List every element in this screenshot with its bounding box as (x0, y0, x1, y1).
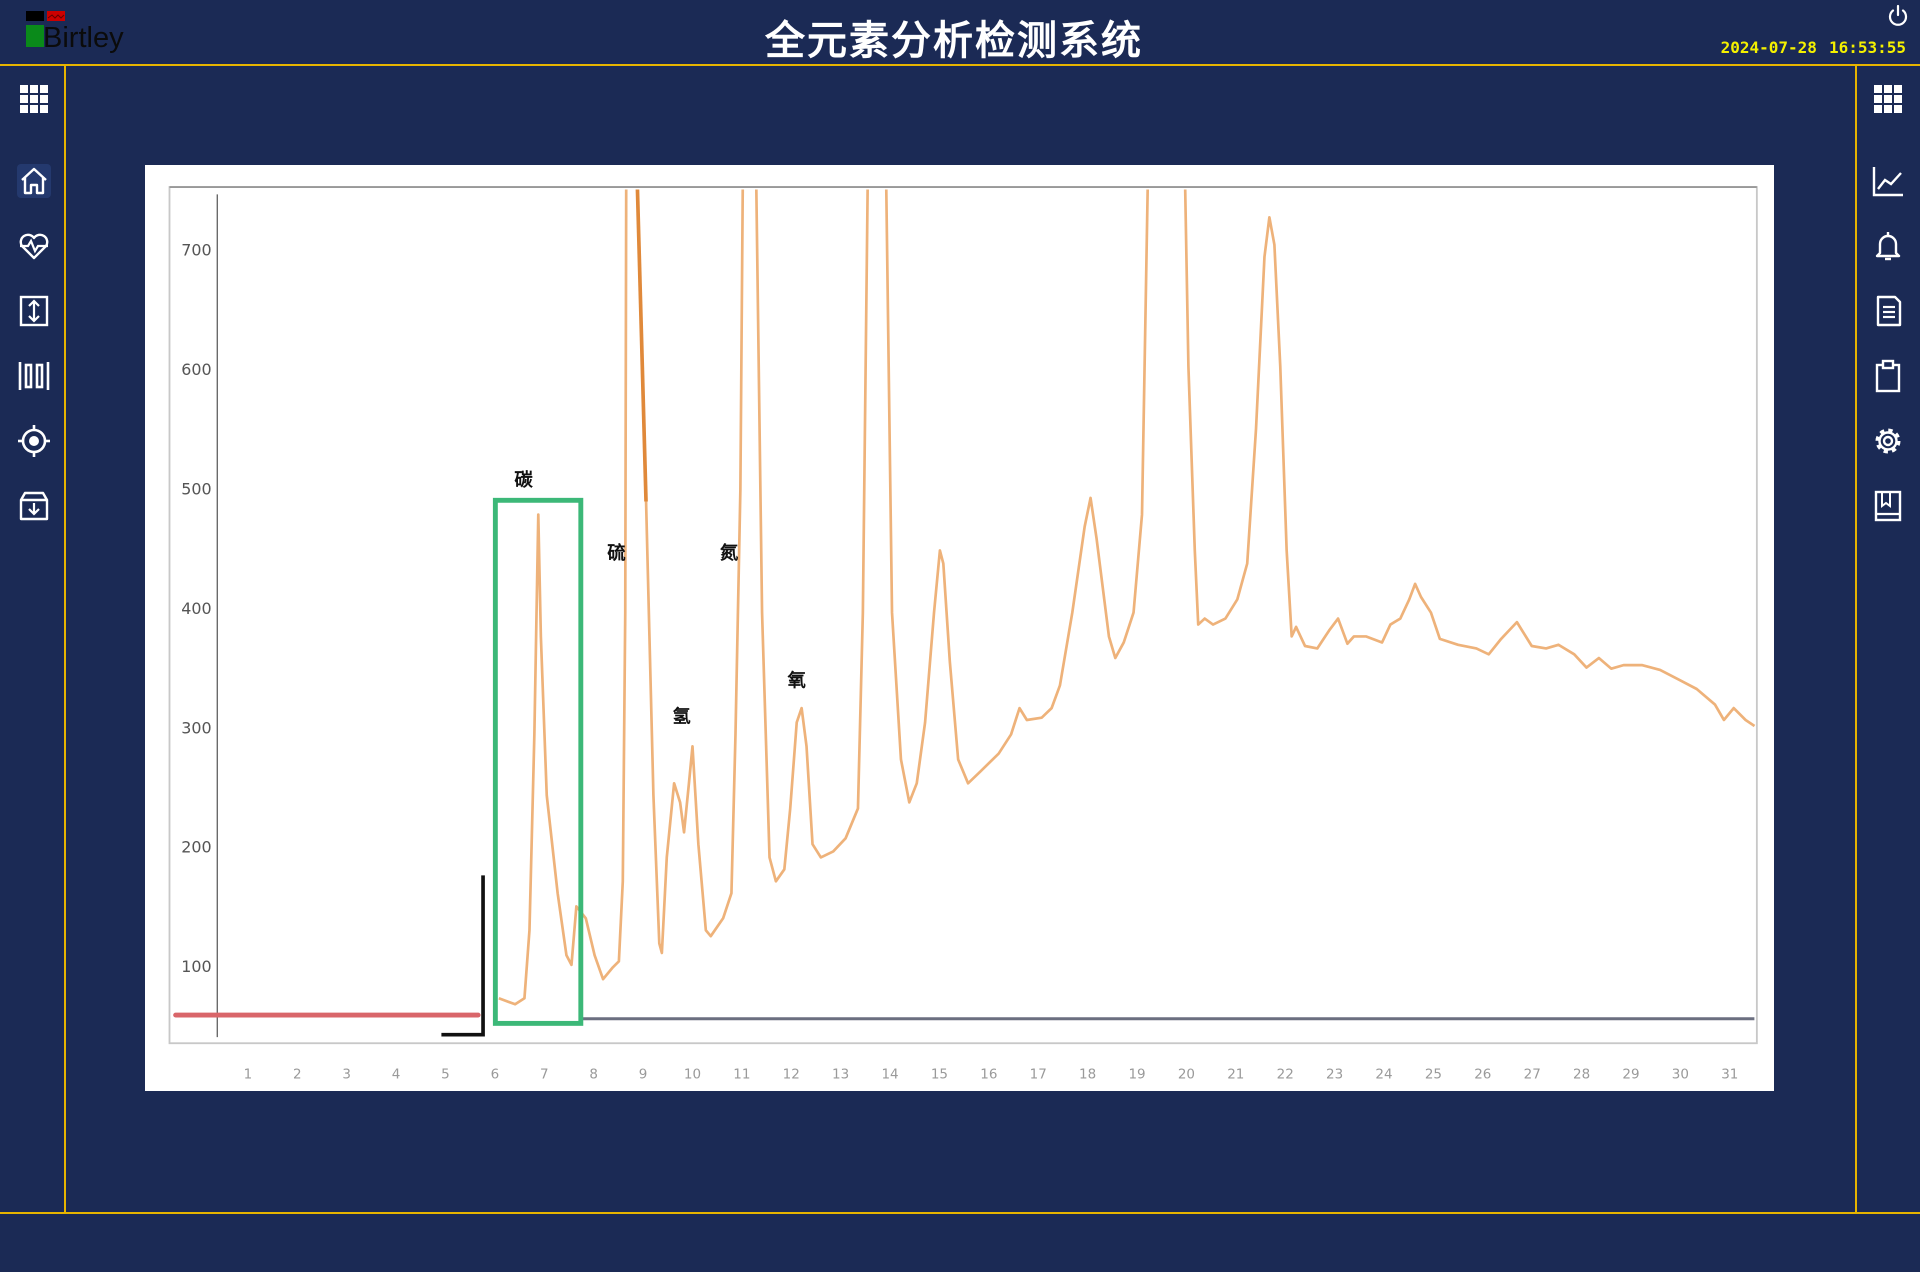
x-tick-label: 2 (293, 1067, 302, 1083)
x-tick-label: 9 (639, 1067, 648, 1083)
x-tick-label: 20 (1178, 1067, 1195, 1083)
x-tick-label: 24 (1375, 1067, 1392, 1083)
archive-download-icon[interactable] (17, 489, 51, 523)
x-tick-label: 30 (1672, 1067, 1689, 1083)
book-icon[interactable] (1871, 489, 1905, 523)
home-icon[interactable] (17, 164, 51, 198)
barcode-icon[interactable] (17, 359, 51, 393)
grid-menu-icon[interactable] (17, 82, 51, 116)
x-tick-label: 12 (783, 1067, 800, 1083)
carbon-highlight-box[interactable] (492, 497, 584, 1026)
vertical-arrows-icon[interactable] (17, 294, 51, 328)
x-tick-label: 15 (931, 1067, 948, 1083)
bell-icon[interactable] (1871, 229, 1905, 263)
sulfur-peak-tail (635, 189, 648, 502)
line-chart-icon[interactable] (1871, 164, 1905, 198)
x-tick-label: 23 (1326, 1067, 1343, 1083)
header: Birtley 全元素分析检测系统 2024-07-28 16:53:55 (0, 0, 1920, 66)
y-tick-label: 500 (181, 479, 211, 498)
x-tick-label: 27 (1524, 1067, 1541, 1083)
x-tick-label: 21 (1227, 1067, 1244, 1083)
x-tick-label: 16 (980, 1067, 997, 1083)
y-tick-label: 400 (181, 599, 211, 618)
x-tick-label: 17 (1030, 1067, 1047, 1083)
time-text: 16:53:55 (1828, 38, 1906, 57)
plot-frame (168, 186, 1758, 1045)
x-tick-label: 31 (1721, 1067, 1738, 1083)
x-tick-label: 10 (684, 1067, 701, 1083)
x-tick-label: 18 (1079, 1067, 1096, 1083)
peak-label: 氢 (672, 705, 691, 727)
chromatogram-trace (498, 189, 1756, 1006)
injection-marker (441, 875, 485, 1037)
footer-divider (0, 1212, 1920, 1214)
x-tick-label: 7 (540, 1067, 549, 1083)
x-tick-label: 3 (342, 1067, 351, 1083)
x-tick-label: 1 (244, 1067, 253, 1083)
chromatogram-panel: 100 200 300 400 500 600 700 1 2 3 4 5 6 7 8 9 10 11 12 13 1… (145, 165, 1774, 1091)
peak-label: 碳 (514, 469, 533, 491)
gear-icon[interactable] (1871, 424, 1905, 458)
grid-menu-icon[interactable] (1871, 82, 1905, 116)
power-icon[interactable] (1886, 4, 1910, 28)
document-icon[interactable] (1871, 294, 1905, 328)
x-tick-label: 11 (733, 1067, 750, 1083)
x-tick-label: 26 (1474, 1067, 1491, 1083)
y-tick-label: 300 (181, 718, 211, 737)
y-tick-label: 200 (181, 838, 211, 857)
heart-pulse-icon[interactable] (17, 229, 51, 263)
x-tick-label: 6 (491, 1067, 500, 1083)
x-tick-label: 13 (832, 1067, 849, 1083)
y-tick-label: 600 (181, 360, 211, 379)
y-tick-label: 700 (181, 241, 211, 260)
datetime-display: 2024-07-28 16:53:55 (1709, 38, 1906, 57)
page-title: 全元素分析检测系统 (765, 18, 1143, 64)
peak-label: 硫 (607, 542, 626, 564)
right-sidebar (1855, 66, 1920, 1212)
x-tick-label: 28 (1573, 1067, 1590, 1083)
x-tick-label: 25 (1425, 1067, 1442, 1083)
peak-label: 氧 (786, 670, 806, 692)
x-tick-label: 19 (1128, 1067, 1145, 1083)
x-tick-label: 14 (881, 1067, 898, 1083)
x-tick-label: 8 (589, 1067, 598, 1083)
x-tick-label: 5 (441, 1067, 450, 1083)
x-tick-label: 29 (1622, 1067, 1639, 1083)
y-tick-label: 100 (181, 957, 211, 976)
target-icon[interactable] (17, 424, 51, 458)
peak-label: 氮 (720, 542, 739, 564)
svg-text:Birtley: Birtley (43, 22, 124, 54)
left-sidebar (0, 66, 66, 1212)
brand-logo: Birtley (26, 11, 124, 54)
date-text: 2024-07-28 (1720, 38, 1817, 57)
x-tick-label: 4 (392, 1067, 401, 1083)
clipboard-icon[interactable] (1871, 359, 1905, 393)
x-tick-label: 22 (1277, 1067, 1294, 1083)
